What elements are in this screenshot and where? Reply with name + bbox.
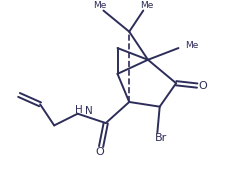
Text: O: O [96, 147, 104, 157]
Text: O: O [199, 81, 208, 91]
Text: Br: Br [155, 133, 167, 143]
Text: N: N [85, 106, 93, 116]
Text: Me: Me [93, 1, 107, 10]
Text: H: H [75, 105, 83, 115]
Text: Me: Me [140, 1, 153, 10]
Text: Me: Me [185, 41, 199, 50]
